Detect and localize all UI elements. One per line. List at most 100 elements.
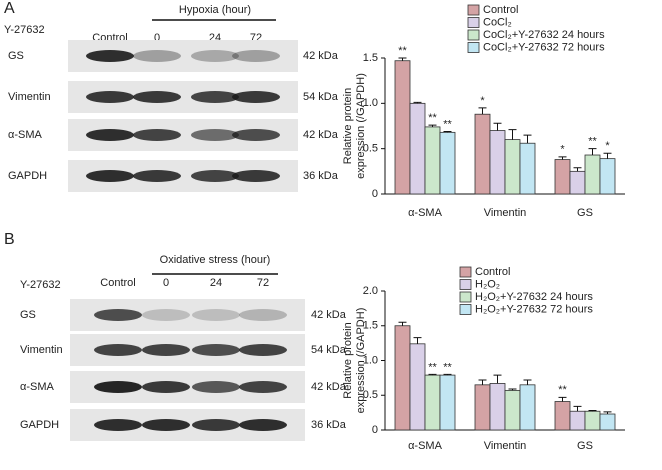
- x-tick-label: GS: [577, 207, 593, 219]
- blot-band: [142, 419, 190, 431]
- blot-band: [86, 91, 134, 103]
- row-label: GS: [8, 50, 24, 62]
- lane-label: 72: [257, 277, 269, 289]
- row-label: GAPDH: [8, 170, 47, 182]
- y-tick-label: 1.0: [363, 97, 378, 109]
- size-label: 42 kDa: [303, 50, 339, 62]
- error-bar: [443, 373, 452, 376]
- error-bar: [478, 107, 487, 115]
- blot-band: [232, 129, 280, 141]
- error-bar: [428, 124, 437, 127]
- blot-band: [142, 344, 190, 356]
- legend-swatch: [459, 266, 472, 278]
- bar: [394, 60, 411, 195]
- bar: [504, 389, 521, 431]
- blot-band: [94, 309, 142, 321]
- x-tick-label: α-SMA: [408, 207, 443, 219]
- blot-band: [191, 50, 239, 62]
- size-label: 36 kDa: [311, 419, 347, 431]
- blot-band: [86, 129, 134, 141]
- blot-band: [133, 129, 181, 141]
- significance-mark: *: [560, 144, 565, 156]
- size-label: 42 kDa: [303, 129, 339, 141]
- legend-label: CoCl₂: [483, 16, 512, 28]
- blot-band: [142, 309, 190, 321]
- legend-swatch: [467, 17, 480, 28]
- error-bar: [443, 130, 452, 133]
- blot-band: [94, 381, 142, 393]
- y-axis-title: Relative protein: [342, 88, 354, 164]
- y-tick-label: 1.5: [363, 52, 378, 64]
- y-axis-title: expression (/GAPDH): [355, 73, 367, 179]
- blot-band: [94, 419, 142, 431]
- error-bar: [523, 379, 532, 385]
- blot-band: [94, 344, 142, 356]
- bar: [554, 159, 571, 195]
- bar: [409, 102, 426, 195]
- blot-band: [192, 381, 240, 393]
- y-tick-label: 1.5: [363, 320, 378, 332]
- legend-swatch: [459, 304, 472, 315]
- legend-swatch: [467, 42, 480, 53]
- significance-mark: **: [428, 361, 437, 373]
- error-bar: [413, 337, 422, 344]
- row-label: Vimentin: [20, 344, 63, 356]
- significance-mark: **: [428, 112, 437, 124]
- legend-swatch: [459, 291, 472, 303]
- error-bar: [603, 152, 612, 159]
- size-label: 54 kDa: [303, 91, 339, 103]
- group-label: Oxidative stress (hour): [160, 254, 271, 266]
- blot-band: [133, 91, 181, 103]
- blot-band: [239, 419, 287, 431]
- bar: [569, 170, 586, 195]
- blot-band: [133, 170, 181, 182]
- error-bar: [508, 388, 517, 391]
- bar: [554, 401, 571, 431]
- bar: [474, 113, 491, 195]
- blot-band: [86, 50, 134, 62]
- row-label: GS: [20, 309, 36, 321]
- bar: [519, 384, 536, 431]
- legend-label: H₂O₂+Y-27632 24 hours: [475, 291, 593, 303]
- error-bar: [493, 374, 502, 384]
- size-label: 54 kDa: [311, 344, 347, 356]
- bar: [489, 130, 506, 195]
- x-tick-label: α-SMA: [408, 440, 443, 452]
- x-tick-label: Vimentin: [484, 440, 527, 452]
- blot-band: [192, 344, 240, 356]
- error-bar: [588, 410, 597, 412]
- error-bar: [573, 405, 582, 412]
- bar: [504, 139, 521, 195]
- bar: [474, 384, 491, 431]
- panel-letter: B: [4, 231, 15, 248]
- blot-band: [191, 129, 239, 141]
- bar: [489, 383, 506, 431]
- legend-label: Control: [483, 4, 518, 16]
- y-tick-label: 0: [372, 188, 378, 200]
- y-tick-label: 0.5: [363, 143, 378, 155]
- treatment-label: Y-27632: [20, 279, 61, 291]
- blot-band: [239, 381, 287, 393]
- bar: [424, 126, 441, 195]
- error-bar: [398, 57, 407, 61]
- blot-band: [239, 309, 287, 321]
- row-label: α-SMA: [20, 381, 55, 393]
- bar: [439, 131, 456, 195]
- error-bar: [523, 134, 532, 144]
- error-bar: [398, 321, 407, 326]
- row-label: GAPDH: [20, 419, 59, 431]
- legend-swatch: [459, 279, 472, 290]
- legend-label: H₂O₂+Y-27632 72 hours: [475, 303, 593, 315]
- legend-swatch: [467, 29, 480, 41]
- blot-band: [142, 381, 190, 393]
- row-label: Vimentin: [8, 91, 51, 103]
- legend-label: CoCl₂+Y-27632 24 hours: [483, 29, 605, 41]
- significance-mark: **: [443, 361, 452, 373]
- control-label: Control: [100, 277, 135, 289]
- significance-mark: **: [443, 118, 452, 130]
- bar: [519, 142, 536, 195]
- y-tick-label: 2.0: [363, 285, 378, 297]
- bar: [409, 343, 426, 431]
- bar: [599, 413, 616, 431]
